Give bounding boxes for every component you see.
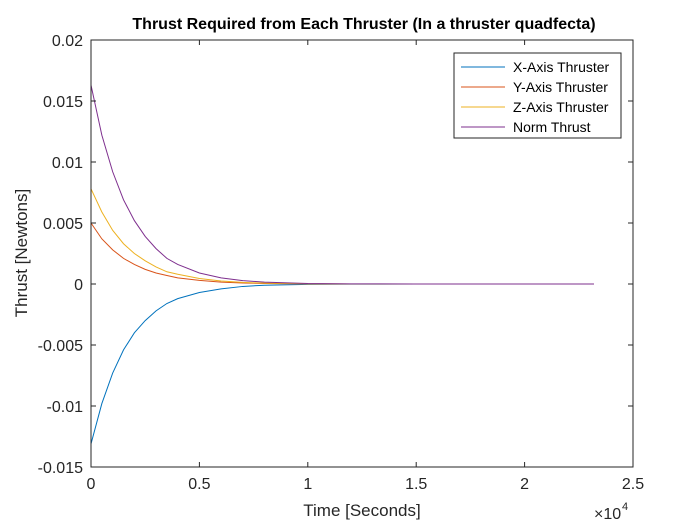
x-axis-exponent: ×10 4 — [594, 501, 628, 523]
y-tick-label: -0.01 — [47, 399, 84, 416]
x-tick-label: 1.5 — [405, 476, 427, 493]
series-group — [90, 85, 594, 444]
y-tick-label: -0.015 — [38, 460, 83, 477]
x-axis: 0 0.5 1 1.5 2 2.5 — [87, 40, 644, 493]
x-exponent-base: ×10 — [594, 506, 621, 523]
plot-box — [90, 39, 634, 468]
x-tick-label: 1 — [303, 476, 312, 493]
x-tick-label: 0 — [87, 476, 96, 493]
y-axis-label: Thrust [Newtons] — [12, 189, 31, 318]
legend-label-1: X-Axis Thruster — [513, 59, 610, 75]
legend-label-4: Norm Thrust — [513, 119, 591, 135]
y-tick-label: 0.02 — [52, 33, 83, 50]
y-tick-label: 0.01 — [52, 155, 83, 172]
x-axis-label: Time [Seconds] — [303, 501, 420, 520]
x-tick-label: 2.5 — [622, 476, 644, 493]
x-tick-label: 2 — [520, 476, 529, 493]
y-tick-label: 0.005 — [43, 216, 83, 233]
x-tick-label: 0.5 — [188, 476, 210, 493]
legend-label-3: Z-Axis Thruster — [513, 99, 609, 115]
legend: X-Axis Thruster Y-Axis Thruster Z-Axis Thr… — [453, 52, 622, 139]
chart-title: Thrust Required from Each Thruster (In a… — [132, 16, 595, 33]
y-tick-label: 0 — [74, 277, 83, 294]
series-line-4 — [90, 85, 594, 285]
legend-label-2: Y-Axis Thruster — [513, 79, 608, 95]
y-axis: -0.015 -0.01 -0.005 0 0.005 0.01 0.015 0.02 — [38, 33, 633, 477]
y-tick-label: 0.015 — [43, 94, 83, 111]
y-tick-label: -0.005 — [38, 338, 83, 355]
x-exponent-power: 4 — [622, 501, 628, 513]
